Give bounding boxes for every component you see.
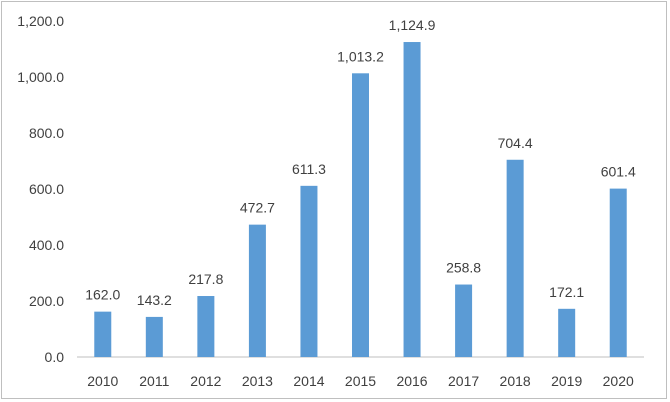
y-tick-label: 200.0: [29, 293, 64, 309]
x-tick-label-2020: 2020: [603, 373, 634, 389]
y-tick-label: 400.0: [29, 237, 64, 253]
bar-2011: [145, 316, 163, 357]
y-tick-label: 1,000.0: [17, 69, 64, 85]
x-tick-label-2017: 2017: [448, 373, 479, 389]
y-tick-label: 1,200.0: [17, 13, 64, 29]
y-tick-label: 800.0: [29, 125, 64, 141]
bar-2013: [248, 224, 266, 357]
data-label-2014: 611.3: [292, 161, 326, 177]
bar-2012: [197, 296, 215, 357]
y-tick-label: 600.0: [29, 181, 64, 197]
bar-2016: [403, 42, 421, 357]
data-label-2019: 172.1: [549, 284, 584, 300]
bar-2014: [300, 185, 318, 357]
x-tick-label-2010: 2010: [87, 373, 118, 389]
x-tick-label-2016: 2016: [396, 373, 427, 389]
bar-2015: [352, 73, 369, 357]
y-tick-label: 0.0: [45, 349, 65, 365]
x-tick-label-2014: 2014: [293, 373, 324, 389]
bar-2017: [455, 284, 473, 357]
x-tick-label-2018: 2018: [500, 373, 531, 389]
x-tick-label-2012: 2012: [190, 373, 221, 389]
bars: [94, 42, 627, 357]
y-axis-ticks: 0.0 200.0 400.0 600.0 800.0 1,000.0 1,200.0: [17, 13, 64, 365]
bar-2020: [609, 188, 627, 357]
data-label-2010: 162.0: [85, 287, 120, 303]
x-tick-label-2011: 2011: [139, 373, 169, 389]
x-axis-ticks: 2010 2011 2012 2013 2014 2015 2016 2017 2018 2019…: [87, 373, 634, 389]
x-tick-label-2019: 2019: [551, 373, 582, 389]
data-label-2016: 1,124.9: [389, 17, 436, 33]
data-label-2017: 258.8: [446, 260, 481, 276]
x-tick-label-2013: 2013: [242, 373, 273, 389]
data-label-2012: 217.8: [188, 271, 223, 287]
data-label-2015: 1,013.2: [337, 48, 384, 64]
data-label-2020: 601.4: [601, 164, 636, 180]
data-label-2018: 704.4: [498, 135, 533, 151]
x-tick-label-2015: 2015: [345, 373, 376, 389]
bar-2019: [558, 308, 576, 357]
bar-2018: [506, 159, 524, 357]
data-labels: 162.0 143.2 217.8 472.7 611.3 1,013.2 1,124.9 2…: [85, 17, 636, 308]
bar-2010: [94, 311, 112, 357]
data-label-2011: 143.2: [137, 292, 172, 308]
data-label-2013: 472.7: [240, 200, 275, 216]
